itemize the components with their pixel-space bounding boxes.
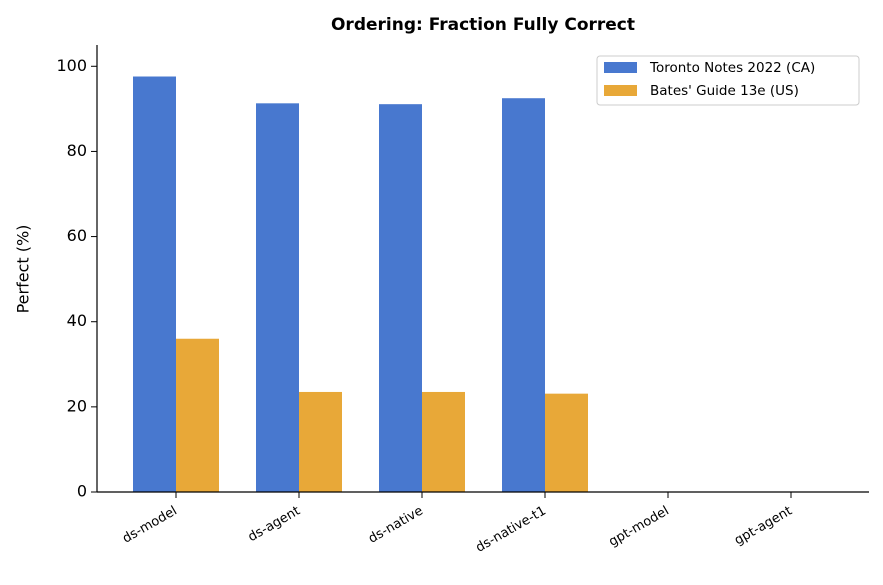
bar <box>545 393 588 492</box>
legend-swatch <box>604 85 637 96</box>
chart-title: Ordering: Fraction Fully Correct <box>331 15 635 35</box>
bar <box>256 103 299 492</box>
y-tick-label: 80 <box>67 141 87 160</box>
legend-label: Bates' Guide 13e (US) <box>650 83 799 99</box>
x-tick-label: ds-agent <box>246 504 303 546</box>
legend-box <box>596 55 860 106</box>
bar <box>299 391 342 492</box>
bar <box>422 391 465 492</box>
y-tick-label: 100 <box>56 56 87 75</box>
y-tick-label: 60 <box>67 226 87 245</box>
y-tick-label: 0 <box>77 482 87 501</box>
y-axis-label: Perfect (%) <box>14 225 33 314</box>
y-tick-label: 20 <box>67 396 87 415</box>
x-tick-label: gpt-model <box>606 504 671 550</box>
bar <box>379 104 422 492</box>
x-tick-label: ds-model <box>120 504 180 547</box>
legend-label: Toronto Notes 2022 (CA) <box>649 60 815 76</box>
bar <box>502 98 545 492</box>
x-tick-label: ds-native-t1 <box>473 504 548 556</box>
bar <box>133 76 176 492</box>
x-tick-label: gpt-agent <box>732 504 795 549</box>
legend: Toronto Notes 2022 (CA) Bates' Guide 13e … <box>596 55 860 106</box>
legend-swatch <box>604 62 637 73</box>
x-tick-label: ds-native <box>366 504 426 547</box>
bar <box>176 338 219 492</box>
y-tick-label: 40 <box>67 311 87 330</box>
